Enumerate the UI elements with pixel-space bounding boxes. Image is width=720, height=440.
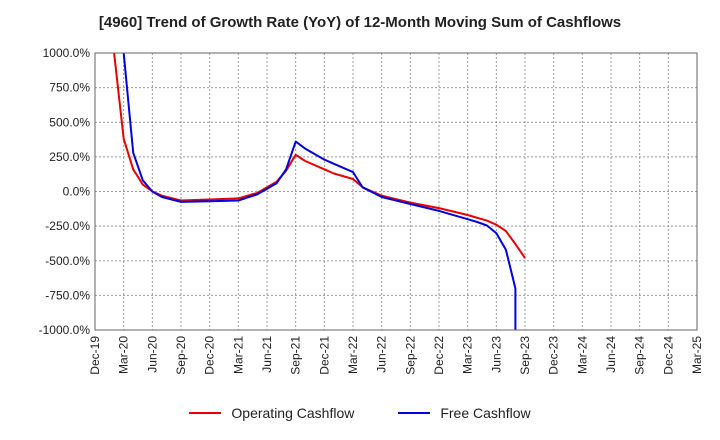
grid-layer: [95, 53, 697, 330]
x-tick-label: Jun-22: [375, 336, 389, 373]
series-line-free-cashflow: [122, 53, 517, 330]
legend: Operating Cashflow Free Cashflow: [0, 405, 720, 421]
x-tick-label: Dec-20: [203, 336, 217, 375]
x-tick-label: Dec-24: [661, 336, 675, 375]
x-tick-label: Mar-20: [117, 336, 131, 374]
x-tick-label: Sep-20: [174, 336, 188, 375]
x-tick-label: Jun-21: [260, 336, 274, 373]
x-tick-label: Dec-19: [88, 336, 102, 375]
y-tick-label: -1000.0%: [39, 323, 91, 337]
x-tick-label: Mar-25: [690, 336, 704, 374]
x-tick-label: Mar-23: [461, 336, 475, 374]
x-tick-label: Mar-22: [346, 336, 360, 374]
x-tick-label: Dec-21: [317, 336, 331, 375]
series-line-operating-cashflow: [113, 53, 526, 259]
x-tick-label: Jun-24: [604, 336, 618, 373]
y-tick-label: -500.0%: [45, 254, 90, 268]
x-axis: Dec-19 Mar-20 Jun-20 Sep-20 Dec-20 Mar-21 Jun-…: [88, 336, 704, 375]
x-tick-label: Mar-24: [575, 336, 589, 374]
y-tick-label: 500.0%: [49, 115, 90, 129]
y-tick-label: 750.0%: [49, 81, 90, 95]
legend-swatch: [189, 412, 222, 414]
x-tick-label: Jun-23: [489, 336, 503, 373]
y-tick-label: 250.0%: [49, 150, 90, 164]
x-tick-label: Sep-21: [289, 336, 303, 375]
x-tick-label: Dec-23: [547, 336, 561, 375]
x-tick-label: Sep-24: [633, 336, 647, 375]
legend-swatch: [398, 412, 431, 414]
x-tick-label: Sep-22: [403, 336, 417, 375]
y-axis: 1000.0% 750.0% 500.0% 250.0% 0.0% -250.0% -500…: [39, 46, 91, 337]
legend-label: Operating Cashflow: [231, 405, 355, 421]
y-tick-label: -250.0%: [45, 219, 90, 233]
x-tick-label: Sep-23: [518, 336, 532, 375]
chart-title: [4960] Trend of Growth Rate (YoY) of 12-…: [98, 14, 622, 31]
y-tick-label: 0.0%: [63, 185, 91, 199]
y-tick-label: 1000.0%: [43, 46, 91, 60]
x-tick-label: Jun-20: [145, 336, 159, 373]
plot-frame: [94, 52, 698, 331]
legend-item: Free Cashflow: [398, 405, 531, 421]
legend-item: Operating Cashflow: [189, 405, 354, 421]
x-tick-label: Dec-22: [432, 336, 446, 375]
legend-label: Free Cashflow: [440, 405, 531, 421]
series-layer: [113, 53, 526, 330]
x-tick-label: Mar-21: [231, 336, 245, 374]
y-tick-label: -750.0%: [45, 288, 90, 302]
